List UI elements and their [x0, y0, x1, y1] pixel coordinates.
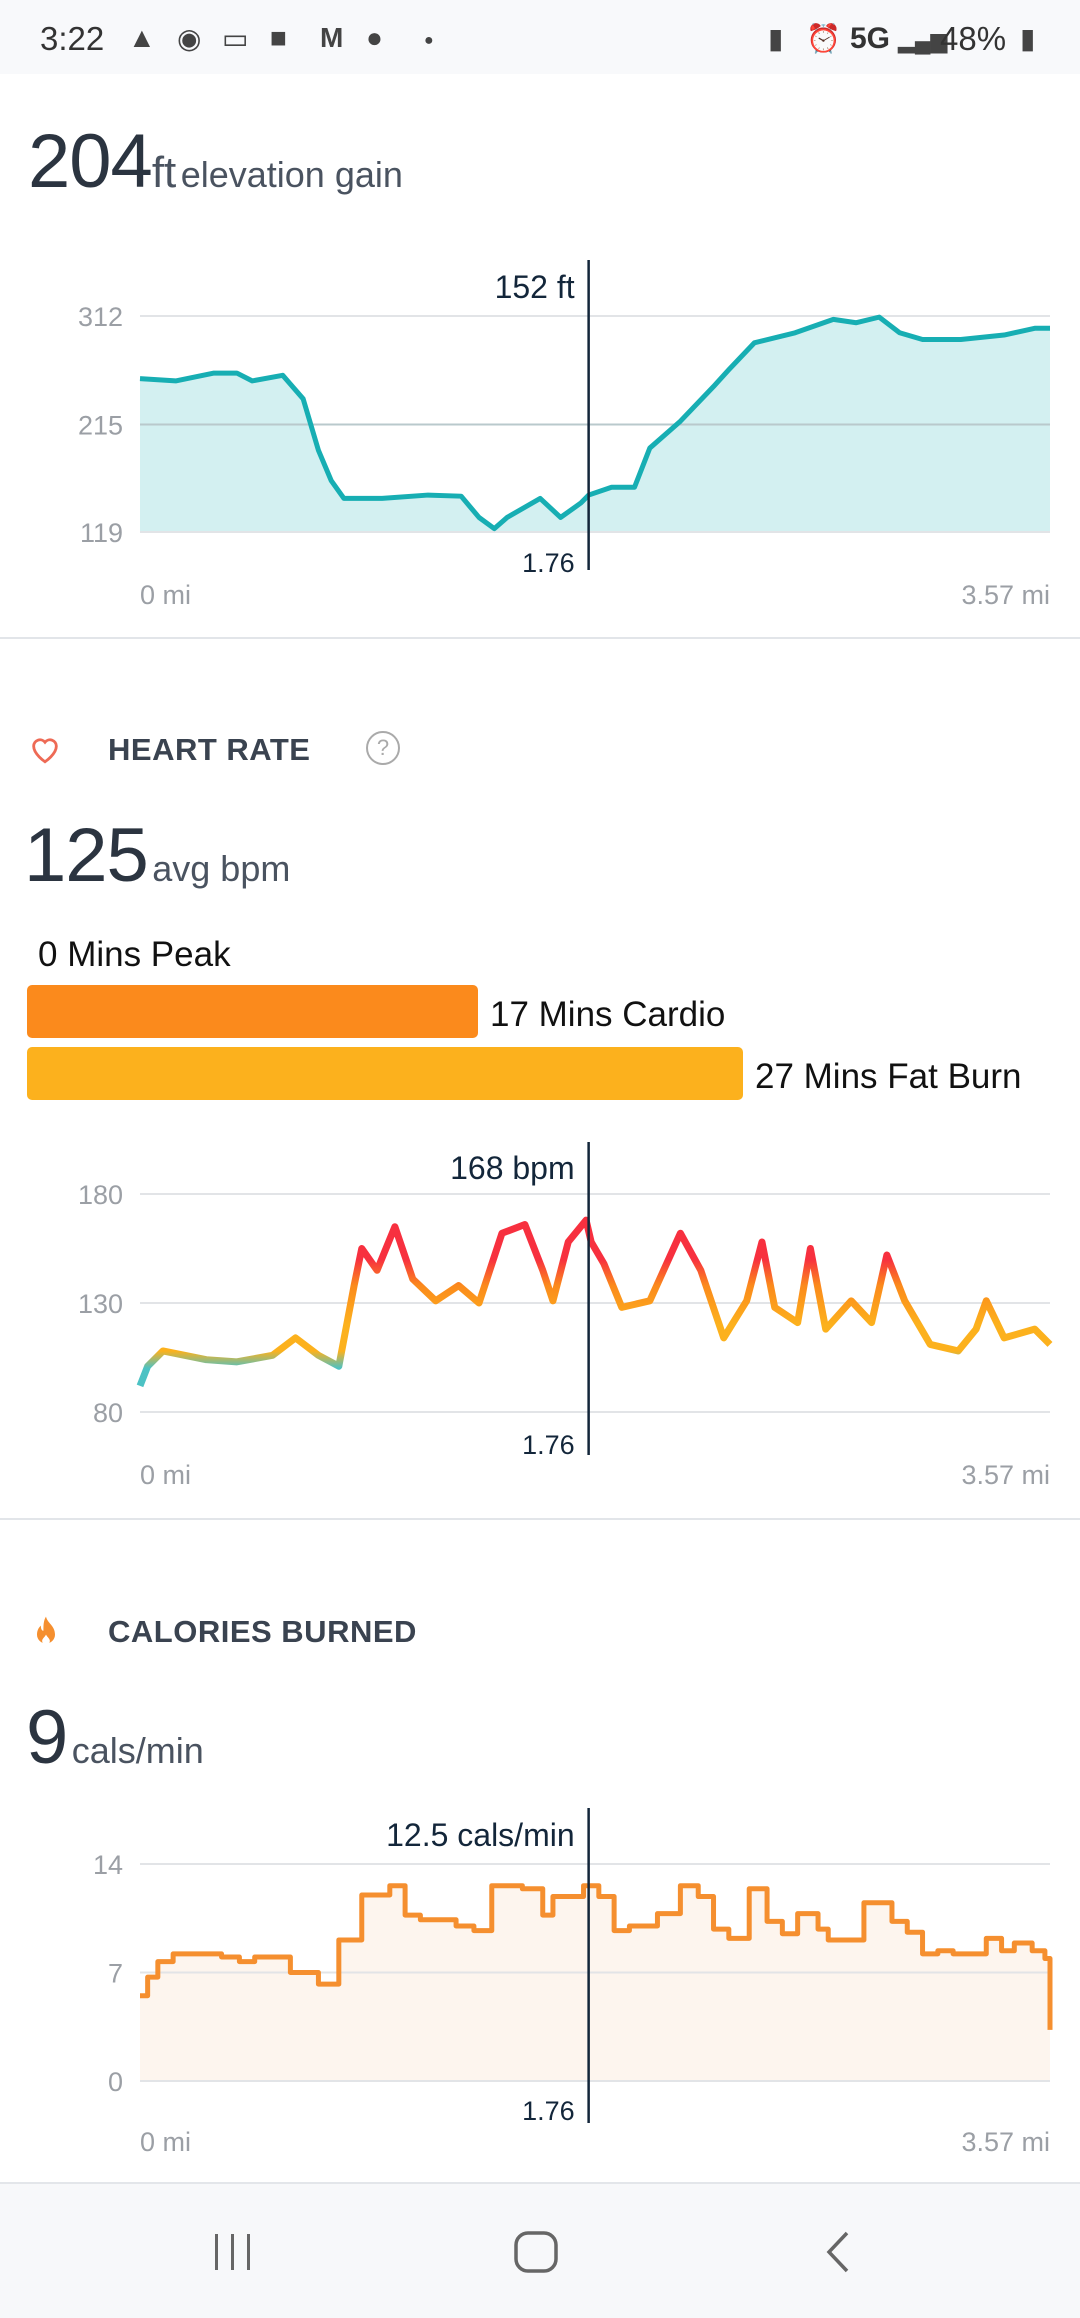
cursor-value-label: 168 bpm	[450, 1150, 575, 1186]
home-icon	[514, 2231, 558, 2273]
heart-rate-summary: 125 avg bpm	[24, 812, 290, 899]
calories-summary: 9 cals/min	[26, 1694, 204, 1781]
heart-rate-value: 125	[24, 813, 149, 898]
status-bar: 3:22 ▲ ◉ ▭ ■ M ● ● ▮ ⏰ 5G ▂▄▆ 48% ▮	[0, 0, 1080, 74]
signal-icon: ▂▄▆	[898, 28, 948, 53]
chart-series-line	[136, 1216, 1053, 1388]
elevation-value: 204	[28, 119, 153, 204]
y-tick-label: 0	[108, 2067, 123, 2097]
cursor-value-label: 12.5 cals/min	[386, 1817, 575, 1853]
gmail-icon: M	[320, 22, 344, 53]
battery-charging-icon: ▮	[1020, 23, 1036, 54]
back-button[interactable]	[804, 2224, 874, 2280]
y-tick-label: 7	[108, 1959, 123, 1989]
battery-percent: 48%	[940, 20, 1007, 57]
recent-apps-button[interactable]	[198, 2224, 268, 2280]
chart-series-line	[139, 314, 1050, 532]
divider	[0, 1518, 1080, 1520]
heart-rate-title: HEART RATE	[108, 732, 311, 767]
x-tick-label: 0 mi	[140, 1460, 191, 1490]
back-icon	[826, 2231, 849, 2273]
navigation-bar	[0, 2182, 1080, 2318]
heart-icon	[28, 732, 62, 766]
elevation-label: elevation gain	[180, 154, 403, 195]
battery-saver-icon: ▮	[768, 23, 784, 54]
cursor-x-label: 1.76	[522, 548, 575, 578]
zone-fatburn-label: 27 Mins Fat Burn	[755, 1057, 1022, 1096]
zone-peak-label: 0 Mins Peak	[38, 935, 231, 974]
chrome-icon: ●	[366, 22, 383, 53]
y-tick-label: 180	[78, 1180, 123, 1210]
warning-icon: ▲	[128, 22, 156, 53]
elevation-unit: ft	[151, 148, 177, 197]
x-tick-label: 3.57 mi	[961, 2127, 1050, 2157]
home-button[interactable]	[501, 2224, 571, 2280]
zone-fatburn-bar	[27, 1047, 743, 1100]
y-tick-label: 14	[93, 1850, 123, 1880]
cursor-value-label: 152 ft	[495, 269, 575, 305]
help-icon[interactable]: ?	[366, 731, 400, 765]
y-tick-label: 80	[93, 1398, 123, 1428]
elevation-summary: 204ft elevation gain	[28, 118, 403, 205]
voicemail-message-icon: ▭	[222, 23, 249, 54]
voicemail-icon: ■	[270, 22, 287, 53]
heart-rate-unit: avg bpm	[152, 848, 291, 889]
alarm-icon: ⏰	[806, 23, 841, 54]
flame-icon	[30, 1614, 62, 1650]
calories-unit: cals/min	[71, 1730, 204, 1771]
chart-area-fill	[140, 1885, 1050, 2081]
y-tick-label: 312	[78, 302, 123, 332]
paw-location-icon: ◉	[177, 23, 202, 54]
calories-title: CALORIES BURNED	[108, 1614, 417, 1649]
y-tick-label: 215	[78, 411, 123, 441]
x-tick-label: 0 mi	[140, 2127, 191, 2157]
divider	[0, 637, 1080, 639]
chart-area-fill	[140, 317, 1050, 532]
zone-cardio-bar	[27, 985, 478, 1038]
y-tick-label: 119	[80, 518, 123, 548]
y-tick-label: 130	[78, 1289, 123, 1319]
dot-icon: ●	[424, 32, 434, 49]
zone-cardio-label: 17 Mins Cardio	[490, 995, 726, 1034]
calories-value: 9	[26, 1695, 68, 1780]
cursor-x-label: 1.76	[522, 2096, 575, 2126]
x-tick-label: 0 mi	[140, 580, 191, 610]
status-time: 3:22	[40, 20, 105, 57]
x-tick-label: 3.57 mi	[961, 1460, 1050, 1490]
x-tick-label: 3.57 mi	[961, 580, 1050, 610]
network-type: 5G	[850, 22, 891, 55]
cursor-x-label: 1.76	[522, 1430, 575, 1460]
chart-series-line	[140, 1883, 1053, 2030]
recent-apps-icon	[215, 2234, 250, 2270]
